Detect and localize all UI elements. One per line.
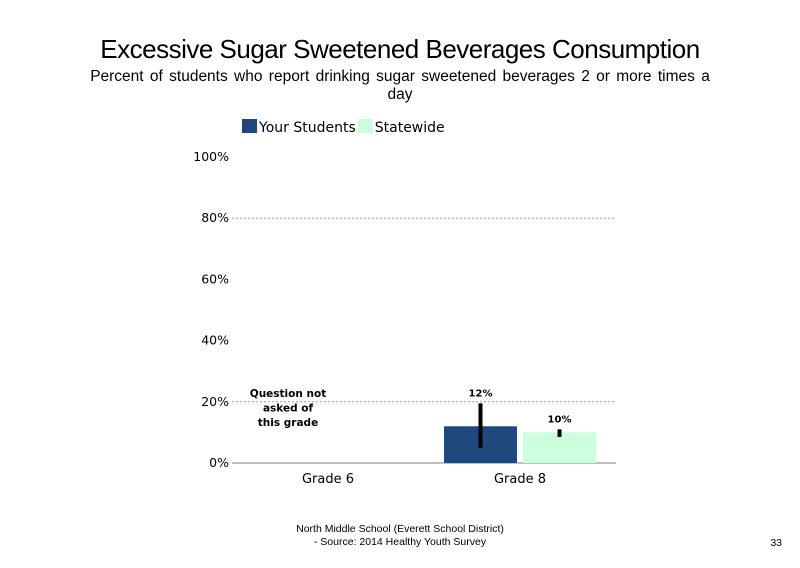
footer-school: North Middle School (Everett School Dist… <box>296 523 504 535</box>
x-tick-label: Grade 6 <box>302 472 354 487</box>
annotation-text: Question not <box>250 388 326 400</box>
y-tick-label: 0% <box>209 455 229 470</box>
y-tick-label: 100% <box>193 149 229 164</box>
legend-swatch <box>242 119 257 133</box>
chart-title: Excessive Sugar Sweetened Beverages Cons… <box>100 34 700 64</box>
legend-label: Statewide <box>375 120 445 136</box>
y-tick-label: 40% <box>201 333 229 348</box>
legend-swatch <box>357 119 373 133</box>
legend-label: Your Students <box>258 120 356 136</box>
page-number: 33 <box>770 537 782 549</box>
x-tick-label: Grade 8 <box>494 472 546 487</box>
footer: North Middle School (Everett School Dist… <box>220 523 580 548</box>
y-tick-label: 80% <box>201 210 229 225</box>
chart-subtitle: Percent of students who report drinking … <box>90 68 710 103</box>
y-tick-label: 60% <box>201 271 229 286</box>
annotation-text: this grade <box>258 417 318 429</box>
annotation-text: asked of <box>263 403 314 415</box>
bar <box>523 432 596 463</box>
y-tick-label: 20% <box>201 394 229 409</box>
data-label: 12% <box>469 388 493 399</box>
footer-source: - Source: 2014 Healthy Youth Survey <box>313 535 487 548</box>
data-label: 10% <box>548 414 572 425</box>
